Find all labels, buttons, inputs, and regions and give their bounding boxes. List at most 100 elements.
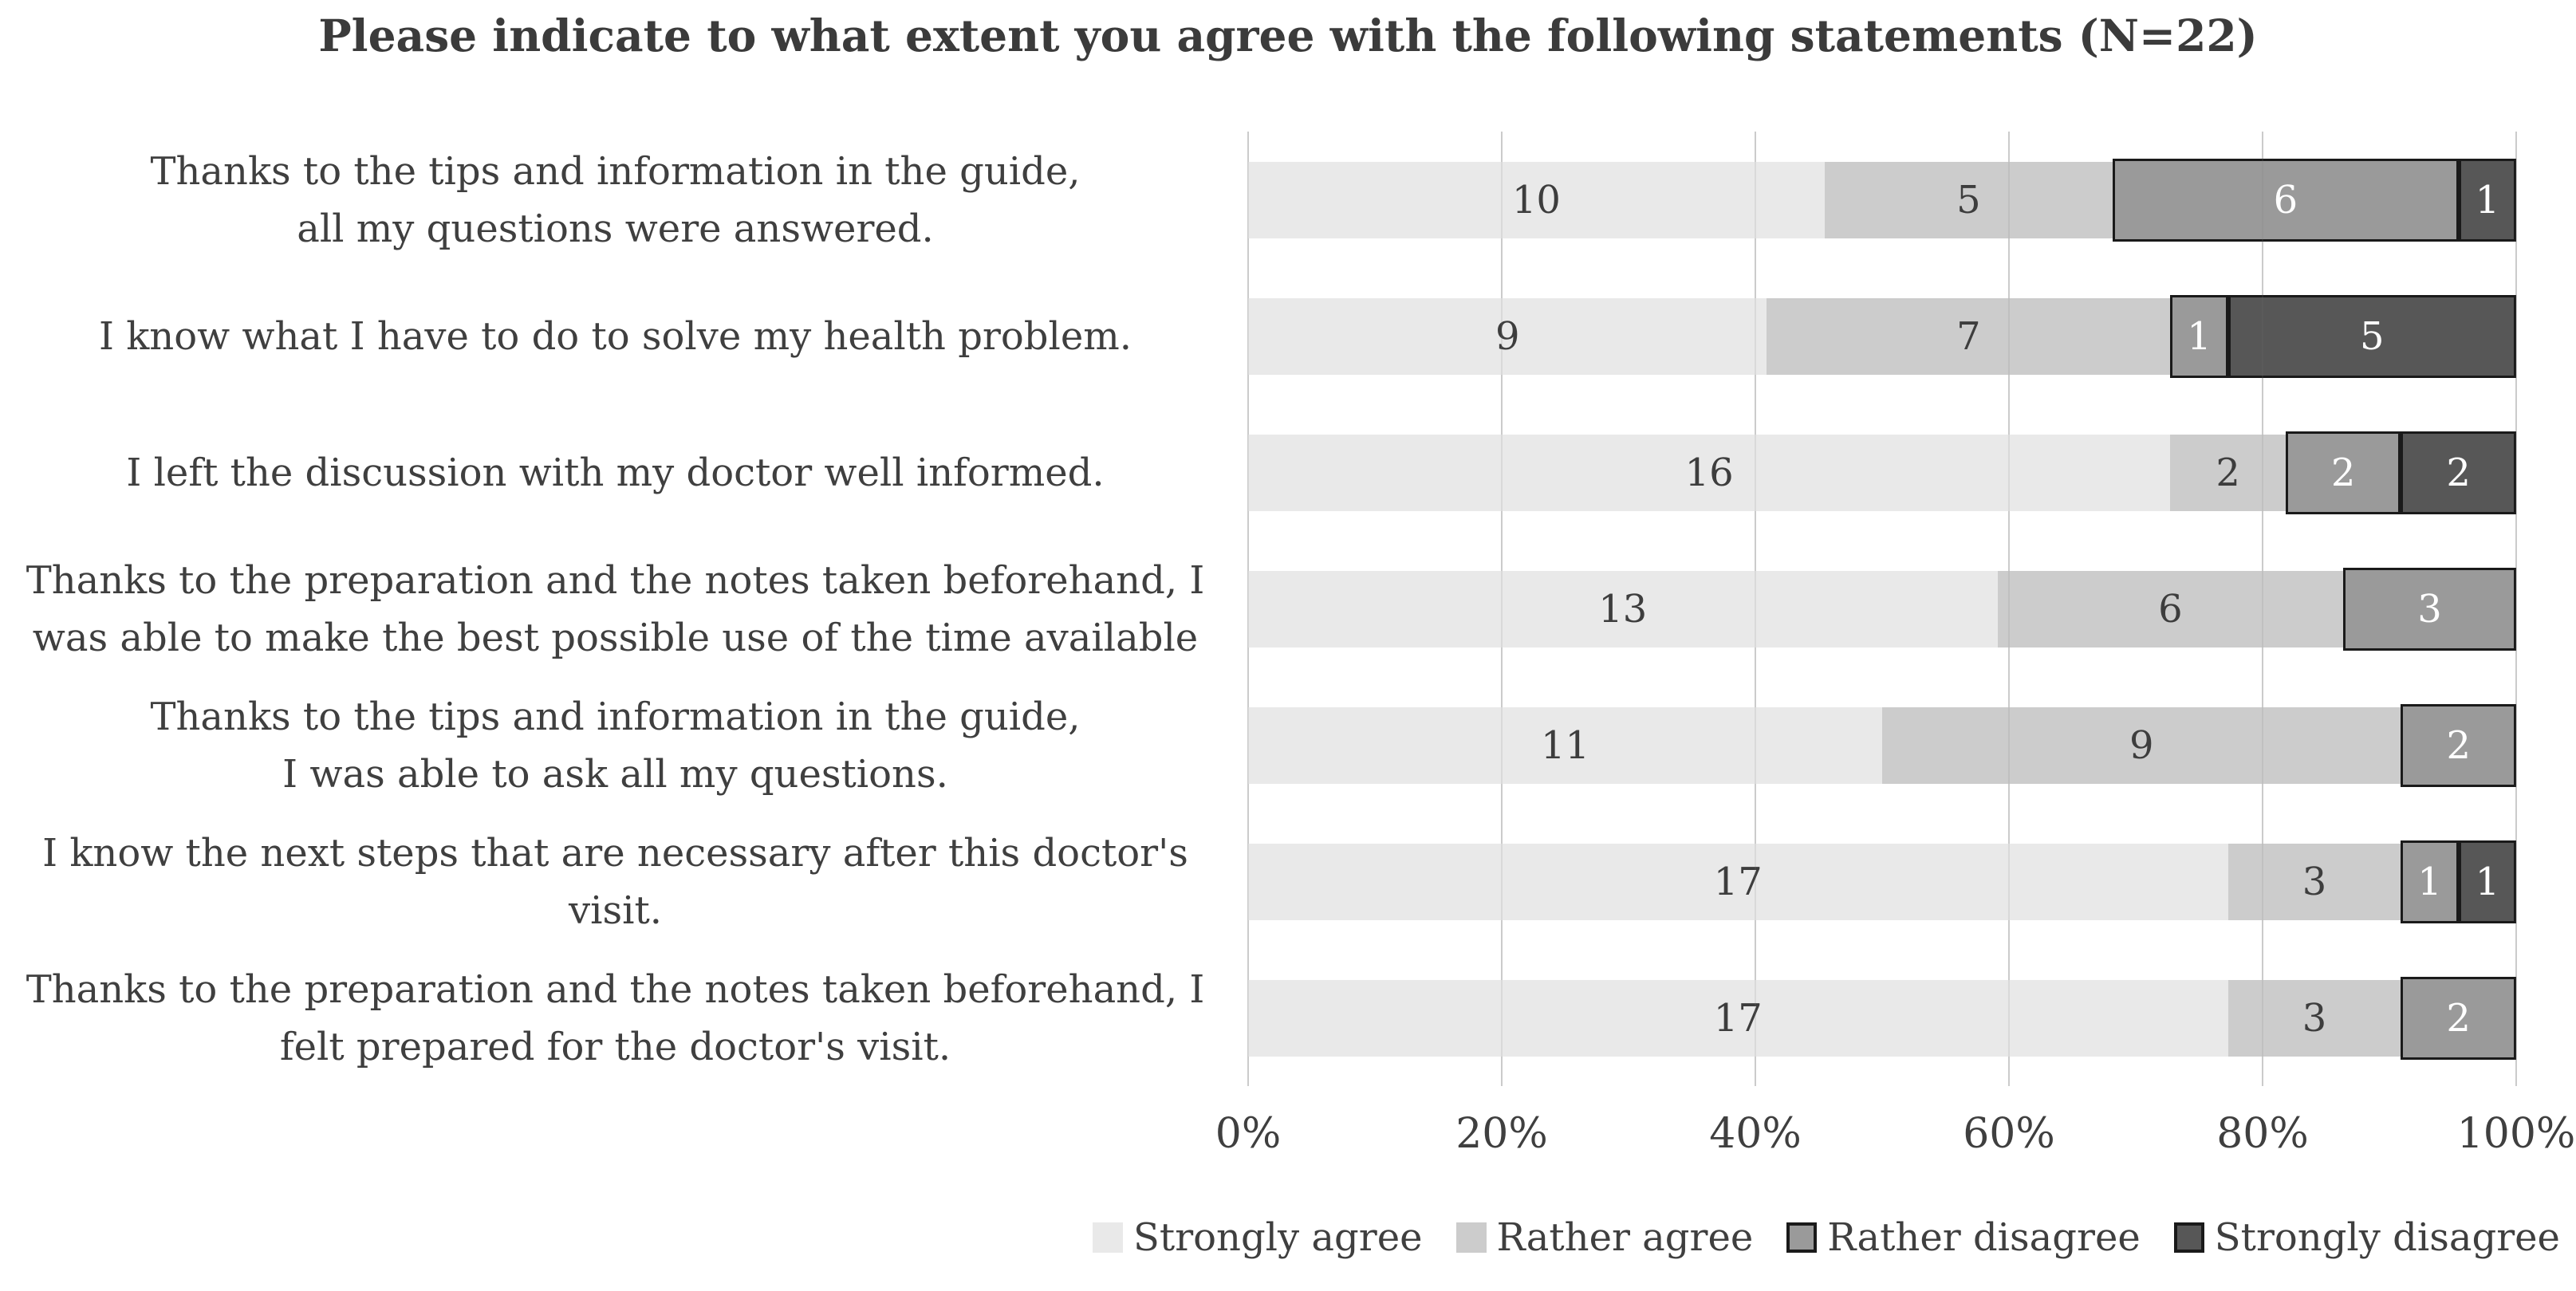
- category-row: I know what I have to do to solve my hea…: [0, 268, 2516, 404]
- segment-value: 9: [2129, 722, 2154, 768]
- bar-segment-strongly-disagree: 1: [2458, 158, 2516, 242]
- category-label: Thanks to the tips and information in th…: [0, 677, 1248, 813]
- legend-label: Strongly agree: [1133, 1215, 1423, 1260]
- segment-value: 3: [2417, 586, 2442, 632]
- bar-segment-rather-agree: 2: [2170, 434, 2286, 511]
- segment-value: 9: [1495, 313, 1520, 359]
- category-label-line: visit.: [569, 888, 662, 933]
- category-label-line: Thanks to the tips and information in th…: [150, 694, 1081, 739]
- segment-value: 2: [2446, 995, 2471, 1041]
- x-tick-label: 100%: [2456, 1110, 2576, 1158]
- bar-segment-rather-disagree: 6: [2113, 158, 2459, 242]
- bar-track: 17 3 1 1: [1248, 813, 2516, 950]
- segment-value: 17: [1713, 859, 1763, 904]
- category-row: I left the discussion with my doctor wel…: [0, 404, 2516, 541]
- segment-value: 6: [2273, 177, 2298, 222]
- bar-track: 13 6 3: [1248, 541, 2516, 677]
- category-label-line: I left the discussion with my doctor wel…: [126, 450, 1105, 495]
- x-tick-label: 40%: [1709, 1110, 1802, 1158]
- legend-swatch-strongly-disagree: [2173, 1222, 2204, 1253]
- bar-segment-strongly-agree: 16: [1248, 434, 2171, 511]
- segment-value: 5: [2360, 313, 2385, 359]
- legend-item-strongly-agree: Strongly agree: [1093, 1215, 1423, 1260]
- segment-value: 1: [2475, 177, 2500, 222]
- segment-value: 2: [2216, 450, 2240, 495]
- x-axis: 0% 20% 40% 60% 80% 100%: [1215, 1110, 2576, 1166]
- category-label-line: Thanks to the preparation and the notes …: [26, 557, 1205, 603]
- category-label-line: Thanks to the preparation and the notes …: [26, 966, 1205, 1012]
- segment-value: 1: [2475, 859, 2500, 904]
- bar-segment-rather-disagree: 1: [2170, 294, 2228, 378]
- x-tick-label: 0%: [1215, 1110, 1282, 1158]
- x-tick-label: 60%: [1963, 1110, 2055, 1158]
- bar-segment-strongly-disagree: 5: [2227, 294, 2516, 378]
- bar-segment-rather-disagree: 1: [2401, 840, 2459, 923]
- category-row: Thanks to the tips and information in th…: [0, 677, 2516, 813]
- segment-value: 1: [2187, 313, 2212, 359]
- category-label: I know what I have to do to solve my hea…: [0, 268, 1248, 404]
- legend-label: Rather disagree: [1827, 1215, 2141, 1260]
- category-label: Thanks to the preparation and the notes …: [0, 541, 1248, 677]
- category-label: Thanks to the preparation and the notes …: [0, 950, 1248, 1086]
- chart-rows: Thanks to the tips and information in th…: [0, 132, 2516, 1086]
- legend-swatch-rather-agree: [1455, 1222, 1487, 1253]
- category-label-line: Thanks to the tips and information in th…: [150, 148, 1081, 194]
- legend-label: Rather agree: [1496, 1215, 1754, 1260]
- category-row: I know the next steps that are necessary…: [0, 813, 2516, 950]
- segment-value: 16: [1684, 450, 1734, 495]
- bar-segment-rather-agree: 5: [1824, 161, 2113, 238]
- segment-value: 1: [2417, 859, 2442, 904]
- category-label-line: was able to make the best possible use o…: [32, 615, 1199, 660]
- bar-track: 11 9 2: [1248, 677, 2516, 813]
- chart-title: Please indicate to what extent you agree…: [318, 10, 2258, 61]
- category-label-line: all my questions were answered.: [297, 206, 934, 251]
- bar-segment-rather-disagree: 2: [2401, 976, 2516, 1060]
- bar-segment-strongly-agree: 17: [1248, 843, 2228, 920]
- legend-swatch-rather-disagree: [1786, 1222, 1818, 1253]
- legend-item-strongly-disagree: Strongly disagree: [2173, 1215, 2560, 1260]
- legend-item-rather-disagree: Rather disagree: [1786, 1215, 2141, 1260]
- bar-segment-strongly-disagree: 1: [2458, 840, 2516, 923]
- bar-segment-rather-agree: 6: [1997, 570, 2344, 647]
- legend-item-rather-agree: Rather agree: [1455, 1215, 1754, 1260]
- legend: Strongly agree Rather agree Rather disagre…: [1077, 1215, 2576, 1260]
- segment-value: 6: [2158, 586, 2183, 632]
- segment-value: 10: [1511, 177, 1561, 222]
- bar-segment-strongly-agree: 13: [1248, 570, 1998, 647]
- bar-track: 10 5 6 1: [1248, 132, 2516, 268]
- segment-value: 2: [2446, 722, 2471, 768]
- segment-value: 2: [2446, 450, 2471, 495]
- bar-segment-rather-disagree: 2: [2401, 703, 2516, 787]
- segment-value: 5: [1956, 177, 1981, 222]
- category-label: I left the discussion with my doctor wel…: [0, 404, 1248, 541]
- segment-value: 3: [2302, 859, 2327, 904]
- segment-value: 7: [1956, 313, 1981, 359]
- segment-value: 13: [1598, 586, 1648, 632]
- category-label-line: I know the next steps that are necessary…: [42, 830, 1188, 876]
- bar-segment-strongly-agree: 17: [1248, 979, 2228, 1057]
- bar-segment-rather-agree: 7: [1767, 297, 2171, 375]
- bar-segment-strongly-agree: 9: [1248, 297, 1767, 375]
- segment-value: 17: [1713, 995, 1763, 1041]
- segment-value: 11: [1540, 722, 1590, 768]
- x-tick-label: 20%: [1455, 1110, 1548, 1158]
- category-label: I know the next steps that are necessary…: [0, 813, 1248, 950]
- bar-segment-strongly-agree: 11: [1248, 707, 1882, 784]
- bar-track: 17 3 2: [1248, 950, 2516, 1086]
- bar-segment-strongly-disagree: 2: [2401, 431, 2516, 514]
- bar-segment-rather-disagree: 3: [2343, 567, 2516, 651]
- bar-track: 9 7 1 5: [1248, 268, 2516, 404]
- bar-segment-rather-agree: 3: [2227, 843, 2401, 920]
- bar-segment-rather-agree: 3: [2227, 979, 2401, 1057]
- segment-value: 3: [2302, 995, 2327, 1041]
- category-label-line: I know what I have to do to solve my hea…: [98, 313, 1132, 359]
- bar-track: 16 2 2 2: [1248, 404, 2516, 541]
- legend-label: Strongly disagree: [2214, 1215, 2560, 1260]
- bar-segment-rather-disagree: 2: [2285, 431, 2401, 514]
- bar-segment-strongly-agree: 10: [1248, 161, 1825, 238]
- category-row: Thanks to the tips and information in th…: [0, 132, 2516, 268]
- category-label-line: I was able to ask all my questions.: [282, 751, 948, 797]
- x-tick-label: 80%: [2216, 1110, 2309, 1158]
- segment-value: 2: [2330, 450, 2356, 495]
